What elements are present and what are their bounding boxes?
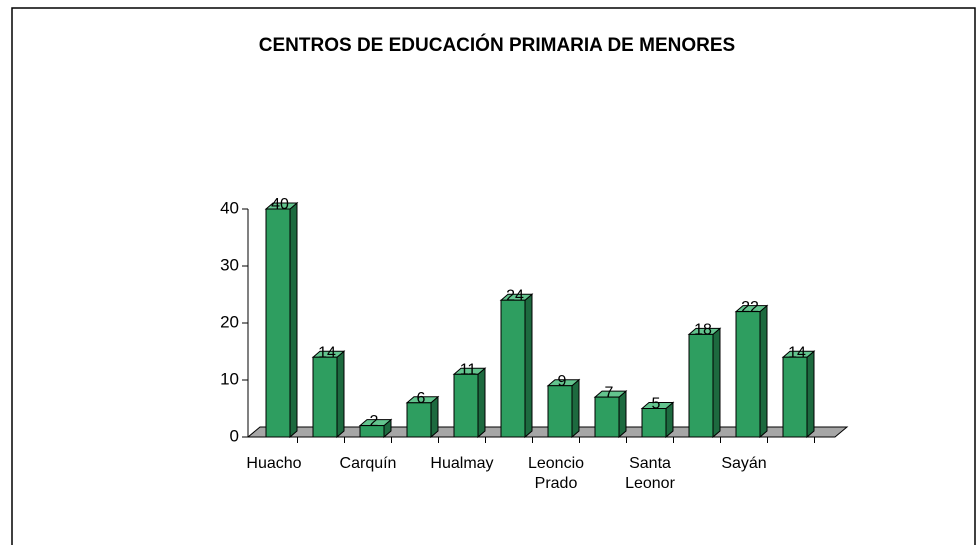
bar — [359, 425, 385, 438]
bar-side — [806, 350, 815, 439]
x-tick-label: Huacho — [246, 455, 302, 472]
bar — [782, 356, 808, 438]
frame — [11, 7, 976, 545]
y-tick-label: 40 — [220, 198, 239, 217]
value-label: 9 — [558, 373, 567, 390]
bar-side — [524, 293, 533, 439]
x-tick-label: Hualmay — [430, 455, 494, 472]
x-tick-label: Leoncio Prado — [527, 455, 585, 492]
value-label: 22 — [741, 299, 759, 316]
bar-side — [712, 327, 721, 439]
bar-side — [430, 395, 439, 439]
value-label: 40 — [271, 196, 289, 213]
bar — [265, 208, 291, 438]
bar-side — [477, 367, 486, 439]
y-tick-label: 0 — [230, 426, 239, 445]
bar-side — [618, 390, 627, 439]
value-label: 2 — [370, 413, 379, 430]
value-label: 11 — [460, 362, 477, 379]
bar — [594, 396, 620, 438]
bar — [312, 356, 338, 438]
y-tick-label: 20 — [220, 312, 239, 331]
value-label: 24 — [506, 287, 524, 304]
bar — [547, 385, 573, 438]
y-tick-label: 30 — [220, 255, 239, 274]
bar-side — [571, 378, 580, 439]
bar — [500, 299, 526, 438]
value-label: 14 — [318, 344, 336, 361]
x-tick-label: Santa Leonor — [625, 455, 675, 492]
value-label: 7 — [605, 384, 614, 401]
bar — [641, 408, 667, 438]
x-tick-label: Sayán — [721, 455, 767, 472]
bar-side — [336, 350, 345, 439]
y-tick-label: 10 — [220, 369, 239, 388]
bar — [453, 373, 479, 438]
bar-side — [289, 201, 298, 439]
bar-side — [759, 304, 768, 439]
value-label: 6 — [417, 390, 426, 407]
bar — [406, 402, 432, 438]
bar — [735, 311, 761, 438]
value-label: 18 — [694, 322, 712, 339]
value-label: 14 — [788, 344, 806, 361]
chart-title: CENTROS DE EDUCACIÓN PRIMARIA DE MENORES — [259, 34, 735, 56]
bar — [688, 333, 714, 438]
value-label: 5 — [652, 396, 661, 413]
x-tick-label: Carquín — [339, 455, 397, 472]
